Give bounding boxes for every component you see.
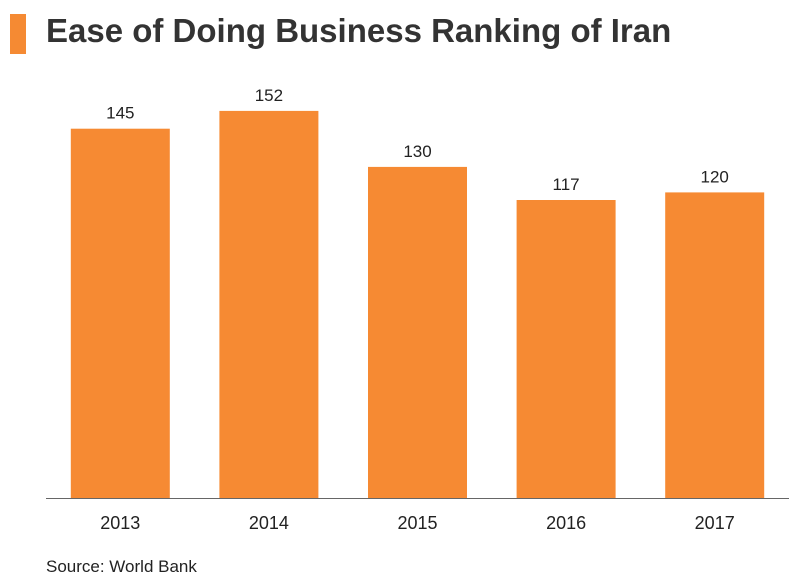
data-label-2017: 120	[701, 167, 729, 186]
x-tick-label-2013: 2013	[100, 513, 140, 533]
title-accent-bar	[10, 14, 26, 54]
data-label-2016: 117	[553, 175, 580, 194]
chart-title: Ease of Doing Business Ranking of Iran	[46, 12, 672, 49]
bar-2017	[665, 192, 765, 498]
x-tick-label-2014: 2014	[249, 513, 289, 533]
bar-2015	[368, 166, 467, 498]
x-tick-label-2017: 2017	[695, 513, 735, 533]
bar-2016	[516, 200, 616, 498]
bar-2014	[219, 110, 319, 499]
x-tick-label-2016: 2016	[546, 513, 586, 533]
data-label-2013: 145	[106, 104, 134, 123]
bar-2013	[70, 128, 170, 498]
source-note: Source: World Bank	[46, 557, 197, 576]
data-label-2015: 130	[403, 142, 431, 161]
x-tick-label-2015: 2015	[397, 513, 437, 533]
data-label-2014: 152	[255, 86, 283, 105]
